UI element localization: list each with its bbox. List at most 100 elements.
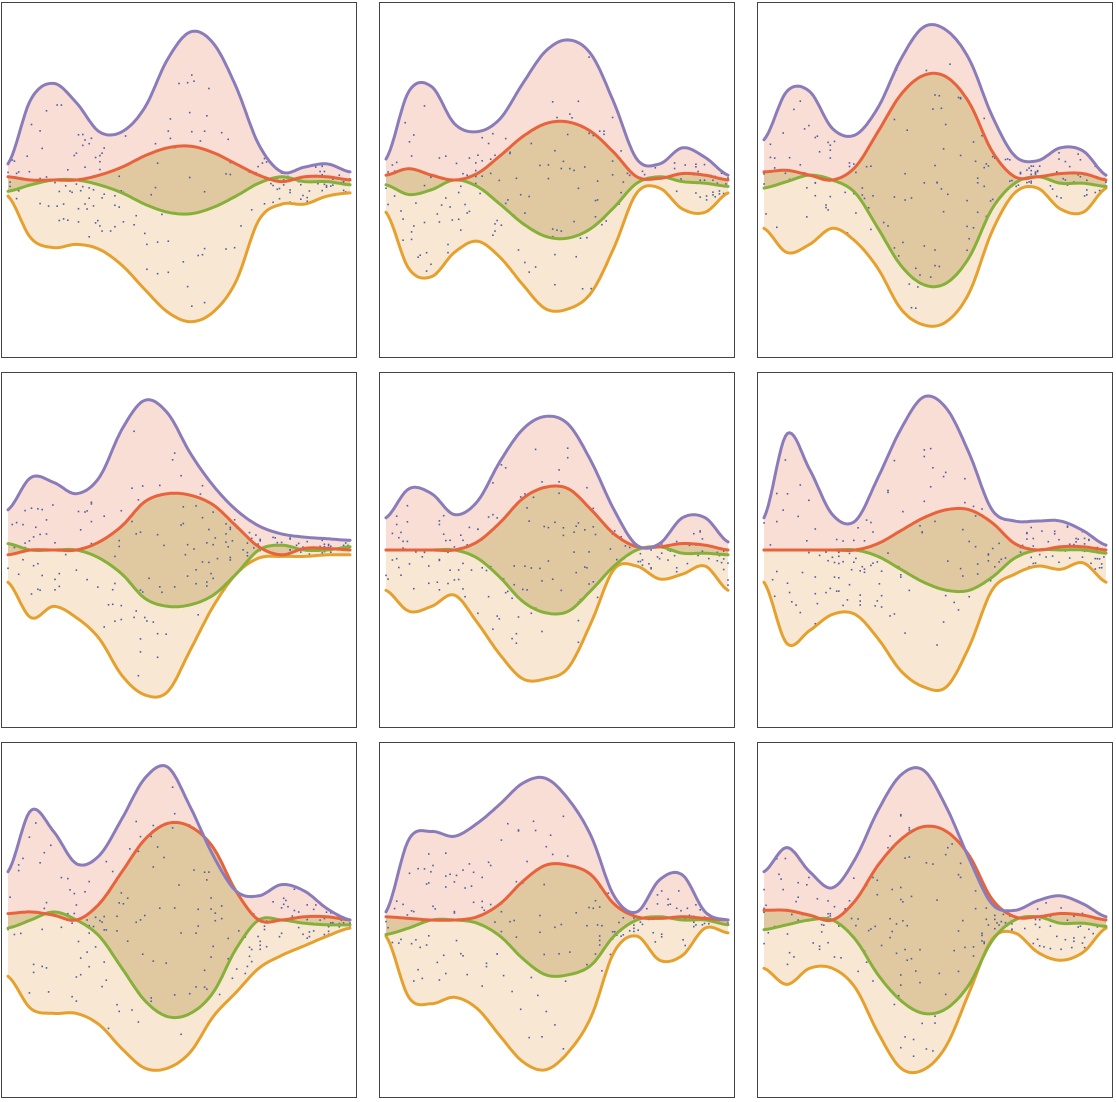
data-point bbox=[904, 199, 906, 201]
data-point bbox=[109, 230, 112, 232]
data-point bbox=[904, 1036, 906, 1038]
chart-svg-9 bbox=[762, 766, 1108, 1075]
data-point bbox=[199, 493, 202, 495]
data-point bbox=[154, 186, 157, 189]
data-point bbox=[1094, 557, 1097, 560]
data-point bbox=[983, 117, 985, 120]
data-point bbox=[1098, 558, 1101, 560]
data-point bbox=[776, 492, 778, 495]
data-point bbox=[893, 1003, 896, 1006]
data-point bbox=[494, 223, 496, 225]
data-point bbox=[673, 554, 676, 557]
data-point bbox=[387, 203, 389, 206]
data-point bbox=[513, 565, 515, 567]
data-point bbox=[323, 170, 326, 173]
data-point bbox=[1083, 543, 1086, 545]
data-point bbox=[114, 620, 116, 622]
data-point bbox=[959, 862, 962, 865]
data-point bbox=[784, 459, 787, 461]
data-point bbox=[306, 918, 308, 921]
data-point bbox=[598, 906, 601, 908]
data-point bbox=[144, 616, 146, 619]
data-point bbox=[827, 209, 829, 211]
data-point bbox=[332, 184, 334, 186]
data-point bbox=[962, 919, 964, 922]
overlap-band-area bbox=[764, 826, 1106, 1014]
data-point bbox=[799, 611, 802, 614]
data-point bbox=[932, 108, 934, 110]
data-point bbox=[957, 930, 960, 932]
data-point bbox=[861, 194, 864, 196]
data-point bbox=[793, 956, 795, 958]
data-point bbox=[714, 196, 716, 198]
data-point bbox=[876, 561, 879, 563]
data-point bbox=[588, 132, 590, 135]
data-point bbox=[195, 932, 197, 934]
data-point bbox=[959, 567, 962, 570]
data-point bbox=[191, 130, 193, 133]
data-point bbox=[833, 576, 836, 578]
data-point bbox=[720, 172, 723, 175]
data-point bbox=[203, 247, 206, 250]
data-point bbox=[498, 179, 501, 182]
data-point bbox=[991, 547, 994, 550]
data-point bbox=[17, 864, 20, 866]
data-point bbox=[161, 213, 163, 216]
data-point bbox=[667, 904, 669, 906]
data-point bbox=[37, 562, 39, 565]
chart-panel-6 bbox=[757, 372, 1113, 728]
data-point bbox=[462, 588, 464, 590]
data-point bbox=[58, 572, 61, 575]
data-point bbox=[910, 197, 913, 199]
data-point bbox=[472, 901, 475, 904]
data-point bbox=[282, 179, 285, 181]
data-point bbox=[859, 594, 861, 596]
data-point bbox=[423, 221, 426, 224]
data-point bbox=[784, 857, 787, 860]
data-point bbox=[156, 632, 159, 635]
data-point bbox=[475, 182, 477, 185]
data-point bbox=[932, 467, 934, 469]
data-point bbox=[391, 559, 394, 561]
data-point bbox=[449, 569, 451, 571]
data-point bbox=[39, 533, 41, 536]
data-point bbox=[75, 1000, 78, 1002]
data-point bbox=[84, 511, 86, 513]
data-point bbox=[985, 918, 988, 921]
data-point bbox=[22, 523, 24, 526]
data-point bbox=[395, 557, 398, 560]
data-point bbox=[893, 118, 896, 121]
green-series-line bbox=[384, 175, 730, 241]
data-point bbox=[259, 539, 261, 542]
data-point bbox=[823, 924, 825, 926]
data-point bbox=[188, 992, 191, 995]
data-point bbox=[84, 891, 86, 893]
data-point bbox=[39, 177, 41, 180]
data-point bbox=[833, 956, 836, 958]
data-point bbox=[449, 206, 451, 208]
data-point bbox=[545, 845, 548, 848]
data-point bbox=[577, 522, 580, 524]
data-point bbox=[159, 586, 161, 588]
data-point bbox=[308, 190, 311, 192]
overlap-band-area bbox=[764, 508, 1106, 592]
data-point bbox=[1030, 180, 1032, 183]
data-point bbox=[846, 599, 849, 601]
data-point bbox=[919, 274, 921, 276]
data-point bbox=[466, 174, 468, 176]
data-point bbox=[1096, 557, 1099, 560]
data-point bbox=[94, 222, 97, 224]
data-point bbox=[410, 942, 413, 945]
data-point bbox=[887, 225, 889, 227]
data-point bbox=[67, 877, 69, 880]
data-point bbox=[135, 610, 137, 612]
data-point bbox=[259, 944, 261, 947]
data-point bbox=[1077, 538, 1079, 540]
data-point bbox=[1036, 908, 1039, 910]
data-point bbox=[776, 226, 778, 229]
data-point bbox=[806, 540, 808, 542]
data-point bbox=[184, 553, 187, 556]
data-point bbox=[428, 565, 430, 567]
data-point bbox=[62, 203, 65, 205]
data-point bbox=[648, 563, 650, 565]
